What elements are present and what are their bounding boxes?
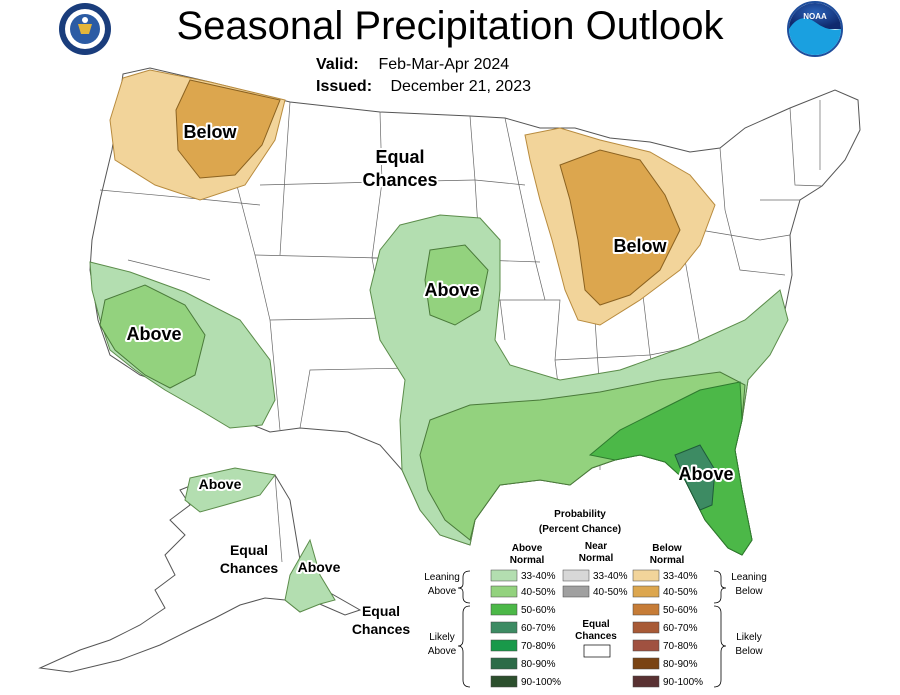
commerce-seal-icon [59, 3, 111, 55]
legend-col-below-2: Normal [650, 555, 685, 566]
legend-leaning-below-2: Below [735, 586, 763, 597]
legend-col-near-2: Normal [579, 553, 614, 564]
legend-likely-below-2: Below [735, 646, 763, 657]
legend-above-label-5: 80-90% [521, 659, 556, 670]
legend-rows: 33-40% 40-50% 50-60% 60-70% 70-80% 80-90% 90-1… [490, 569, 703, 688]
legend-col-below-1: Below [652, 543, 682, 554]
legend-leaning-below-1: Leaning [731, 572, 767, 583]
valid-value: Feb-Mar-Apr 2024 [378, 56, 510, 73]
label-central-equal-1: Equal [375, 147, 424, 167]
legend-above-label-1: 40-50% [521, 587, 556, 598]
legend-below-swatch-1 [632, 585, 660, 598]
issued-value: December 21, 2023 [390, 78, 531, 95]
legend-below-label-3: 60-70% [663, 623, 698, 634]
label-west-above: Above [126, 324, 181, 344]
legend-col-above-1: Above [512, 543, 543, 554]
legend-below-swatch-6 [632, 675, 660, 688]
legend-above-swatch-5 [490, 657, 518, 670]
legend-col-above-2: Normal [510, 555, 545, 566]
noaa-logo-text: NOAA [803, 12, 827, 21]
label-alaska-equal-1: Equal [230, 542, 268, 558]
valid-line: Valid: Feb-Mar-Apr 2024 [316, 56, 509, 74]
legend-title-1: Probability [554, 509, 606, 520]
legend-above-label-2: 50-60% [521, 605, 556, 616]
legend-below-swatch-4 [632, 639, 660, 652]
legend-near-swatch-1 [562, 585, 590, 598]
precip-above-plains [369, 214, 789, 556]
label-plains-above: Above [424, 280, 479, 300]
legend-above-label-4: 70-80% [521, 641, 556, 652]
page-title: Seasonal Precipitation Outlook [176, 4, 724, 48]
legend-below-swatch-5 [632, 657, 660, 670]
legend-equal-swatch [583, 644, 611, 658]
label-alaska-north-above: Above [199, 476, 242, 492]
legend-above-swatch-0 [490, 569, 518, 582]
legend-leaning-above-2: Above [428, 586, 457, 597]
legend-below-swatch-3 [632, 621, 660, 634]
label-alaska-south-above: Above [298, 559, 341, 575]
noaa-logo-icon: NOAA [787, 1, 843, 57]
label-panhandle-equal-2: Chances [352, 621, 411, 637]
legend-below-label-5: 80-90% [663, 659, 698, 670]
legend-col-near-1: Near [585, 541, 607, 552]
legend-leaning-above-1: Leaning [424, 572, 460, 583]
legend-below-label-2: 50-60% [663, 605, 698, 616]
legend-near-swatch-0 [562, 569, 590, 582]
legend-likely-above-1: Likely [429, 632, 455, 643]
precip-below-greatlakes [524, 127, 716, 326]
legend-equal-1: Equal [582, 619, 609, 630]
valid-label: Valid: [316, 56, 359, 73]
legend-likely-below-1: Likely [736, 632, 762, 643]
label-greatlakes-below: Below [613, 236, 667, 256]
legend-above-swatch-6 [490, 675, 518, 688]
label-southeast-above: Above [678, 464, 733, 484]
legend-equal-2: Chances [575, 631, 617, 642]
legend-below-label-4: 70-80% [663, 641, 698, 652]
legend-above-swatch-4 [490, 639, 518, 652]
legend-below-swatch-0 [632, 569, 660, 582]
legend-below-label-0: 33-40% [663, 571, 698, 582]
label-panhandle-equal-1: Equal [362, 603, 400, 619]
issued-label: Issued: [316, 78, 373, 95]
legend-above-swatch-2 [490, 603, 518, 616]
label-central-equal-2: Chances [362, 170, 437, 190]
legend-above-label-6: 90-100% [521, 677, 561, 688]
legend-above-swatch-1 [490, 585, 518, 598]
legend-above-label-0: 33-40% [521, 571, 556, 582]
legend-near-label-1: 40-50% [593, 587, 628, 598]
legend-likely-above-2: Above [428, 646, 457, 657]
issued-line: Issued: December 21, 2023 [316, 78, 531, 96]
legend: Probability (Percent Chance) Above Norma… [424, 509, 767, 688]
label-nw-below: Below [183, 122, 237, 142]
label-alaska-equal-2: Chances [220, 560, 279, 576]
legend-above-label-3: 60-70% [521, 623, 556, 634]
legend-above-swatch-3 [490, 621, 518, 634]
legend-title-2: (Percent Chance) [539, 524, 621, 535]
legend-below-label-1: 40-50% [663, 587, 698, 598]
precip-below-nw [109, 69, 286, 201]
precip-above-west [89, 261, 276, 429]
legend-near-label-0: 33-40% [593, 571, 628, 582]
legend-below-label-6: 90-100% [663, 677, 703, 688]
legend-below-swatch-2 [632, 603, 660, 616]
precip-above-alaska [184, 467, 336, 613]
